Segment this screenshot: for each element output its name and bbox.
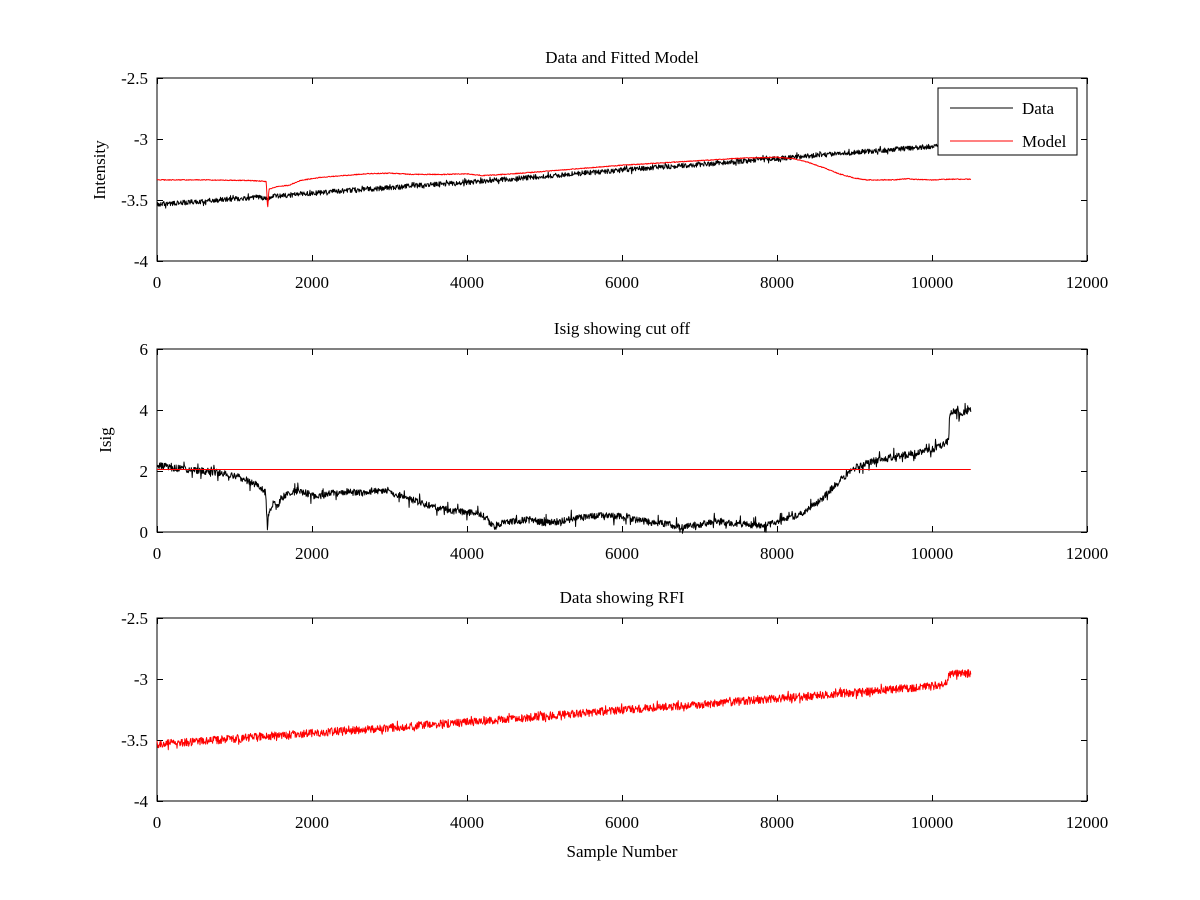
y-tick-label: 6 [140, 340, 149, 359]
subplot2-title: Isig showing cut off [553, 319, 691, 338]
legend-entry-label: Model [1022, 132, 1067, 151]
subplot2-y-axis-label: Isig [96, 427, 115, 453]
subplot-3: 0 2000 4000 6000 8000 10000 12000 -4 -3.5 -3 -2.5 [121, 609, 1108, 832]
x-tick-label: 12000 [1066, 544, 1109, 563]
series-model [156, 156, 972, 208]
series-data-with-rfi [156, 669, 972, 751]
series-data [156, 141, 972, 209]
x-tick-label: 2000 [295, 544, 329, 563]
x-tick-label: 12000 [1066, 273, 1109, 292]
x-tick-label: 8000 [760, 273, 794, 292]
y-tick-label: -3.5 [121, 731, 148, 750]
subplot3-title: Data showing RFI [559, 588, 685, 607]
y-tick-label: -3.5 [121, 191, 148, 210]
y-tick-label: 0 [140, 523, 149, 542]
x-tick-label: 4000 [450, 813, 484, 832]
legend: Data Model [937, 87, 1078, 156]
x-tick-label: 0 [153, 273, 162, 292]
x-tick-label: 8000 [760, 544, 794, 563]
x-tick-label: 6000 [605, 813, 639, 832]
y-tick-label: -3 [134, 130, 148, 149]
x-tick-label: 4000 [450, 544, 484, 563]
subplot1-title: Data and Fitted Model [545, 48, 699, 67]
x-tick-label: 10000 [911, 273, 954, 292]
y-tick-label: -4 [134, 252, 149, 271]
series-isig [156, 402, 972, 534]
x-tick-label: 4000 [450, 273, 484, 292]
x-tick-label: 2000 [295, 813, 329, 832]
x-tick-label: 0 [153, 544, 162, 563]
y-tick-label: -2.5 [121, 69, 148, 88]
subplot3-x-axis-label: Sample Number [566, 842, 678, 861]
y-tick-label: 4 [140, 401, 149, 420]
x-tick-label: 6000 [605, 544, 639, 563]
x-tick-label: 6000 [605, 273, 639, 292]
y-tick-label: -2.5 [121, 609, 148, 628]
subplot-2: 0 2000 4000 6000 8000 10000 12000 0 2 4 6 [140, 340, 1109, 563]
x-tick-label: 0 [153, 813, 162, 832]
x-tick-label: 10000 [911, 544, 954, 563]
x-tick-label: 10000 [911, 813, 954, 832]
x-tick-label: 2000 [295, 273, 329, 292]
subplot-1: 0 2000 4000 6000 8000 10000 12000 -4 -3.5 -3 -2.5 D… [121, 69, 1108, 292]
subplot1-y-axis-label: Intensity [90, 140, 109, 200]
x-tick-label: 12000 [1066, 813, 1109, 832]
legend-box [937, 87, 1078, 156]
x-tick-label: 8000 [760, 813, 794, 832]
y-tick-label: -3 [134, 670, 148, 689]
y-tick-label: 2 [140, 462, 149, 481]
legend-entry-label: Data [1022, 99, 1055, 118]
y-tick-label: -4 [134, 792, 149, 811]
